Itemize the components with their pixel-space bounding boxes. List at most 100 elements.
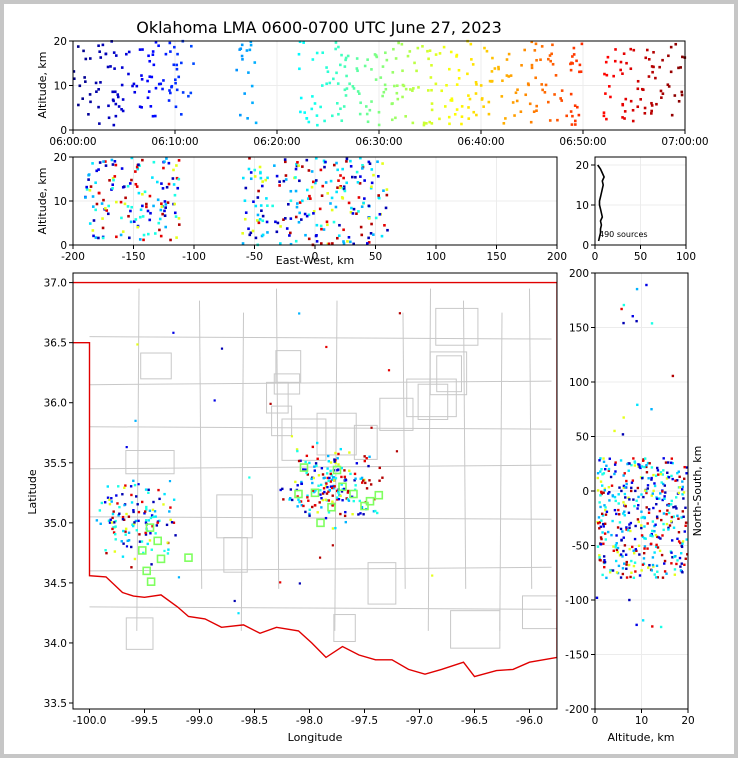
time-height-point: [148, 75, 152, 78]
plan-view-point: [299, 500, 303, 503]
altitude-ns-point: [672, 515, 675, 518]
ew-altitude-point: [359, 156, 362, 160]
plan-view-point: [127, 531, 131, 534]
altitude-ns-point: [658, 497, 661, 500]
histogram-x-tick-label: 0: [592, 251, 599, 263]
plan-view-point: [172, 498, 176, 501]
altitude-ns-point: [646, 484, 650, 487]
altitude-ns-point: [672, 506, 675, 509]
altitude-ns-point: [640, 524, 643, 527]
time-height-point: [514, 91, 518, 95]
time-height-point: [189, 44, 193, 48]
time-height-point: [181, 91, 185, 94]
time-height-point: [606, 55, 610, 59]
altitude-ns-y-tick-label: -150: [565, 650, 589, 662]
plan-view-point: [121, 515, 125, 519]
plan-view-point: [116, 502, 119, 505]
altitude-ns-point: [606, 492, 610, 495]
altitude-ns-point: [599, 543, 603, 546]
time-height-point: [530, 66, 534, 70]
altitude-ns-xticks: 0 10 20: [592, 709, 695, 727]
ew-altitude-point: [128, 236, 131, 240]
plan-view-point: [339, 512, 342, 516]
ew-altitude-point: [327, 242, 331, 246]
time-height-point: [475, 83, 478, 86]
time-height-point: [97, 44, 100, 48]
plan-view-point: [327, 499, 331, 502]
ew-altitude-point: [296, 161, 299, 164]
altitude-ns-point: [619, 576, 623, 579]
time-height-point: [455, 53, 459, 57]
plan-view-point: [269, 402, 272, 405]
ew-altitude-point: [148, 218, 152, 222]
ew-altitude-point: [163, 209, 166, 213]
plan-view-point: [331, 494, 334, 497]
ew-altitude-point: [161, 212, 164, 216]
plan-view-point: [130, 501, 134, 504]
ew-altitude-point: [97, 236, 100, 240]
ew-altitude-point: [243, 217, 247, 221]
time-height-point: [574, 123, 577, 126]
time-height-x-tick-label: 06:10:00: [151, 136, 198, 148]
plan-view-point: [121, 555, 125, 558]
altitude-ns-point: [668, 524, 672, 527]
time-height-point: [377, 110, 381, 114]
time-height-point: [112, 99, 115, 103]
time-height-point: [99, 81, 102, 84]
altitude-ns-point: [643, 465, 646, 469]
ew-altitude-point: [359, 225, 363, 229]
plan-view-point: [163, 549, 166, 553]
plan-view-point: [290, 435, 294, 438]
plan-view-point: [354, 477, 357, 480]
altitude-ns-point: [635, 499, 638, 502]
time-height-point: [328, 81, 332, 85]
ew-altitude-point: [91, 195, 95, 198]
altitude-ns-point: [655, 564, 659, 568]
time-height-point: [94, 81, 98, 85]
plan-view-point: [137, 510, 141, 514]
time-height-point: [390, 118, 394, 122]
time-height-point: [299, 96, 303, 100]
time-height-point: [247, 71, 250, 74]
time-height-point: [109, 65, 112, 68]
time-height-point: [117, 105, 121, 108]
county-line: [89, 566, 552, 572]
plan-view-point: [320, 506, 323, 509]
ew-altitude-point: [115, 200, 118, 204]
plan-view-point: [327, 511, 331, 514]
ew-altitude-point: [158, 228, 161, 232]
time-height-point: [406, 54, 410, 58]
plan-view-point: [109, 518, 112, 521]
ew-altitude-point: [385, 193, 389, 197]
ew-altitude-point: [354, 175, 357, 179]
ew-altitude-point: [127, 214, 130, 218]
plan-view-point: [296, 505, 299, 508]
time-height-point: [490, 70, 494, 73]
ew-altitude-point: [289, 242, 293, 246]
altitude-ns-point: [605, 510, 609, 513]
ew-altitude-point: [104, 164, 108, 167]
time-height-point: [253, 61, 257, 64]
ew-altitude-xticks: -200 -150 -100 -50 0 50 100 150 200: [61, 245, 567, 263]
ew-altitude-point: [137, 191, 141, 195]
altitude-ns-point: [627, 496, 630, 499]
time-height-point: [681, 55, 684, 59]
ew-altitude-point: [378, 212, 382, 216]
time-height-point: [316, 123, 319, 127]
altitude-ns-point: [663, 559, 667, 563]
ew-altitude-point: [314, 156, 318, 160]
plan-view-point: [138, 533, 141, 536]
altitude-ns-point: [655, 502, 658, 506]
altitude-ns-point: [598, 554, 601, 557]
altitude-ns-point: [603, 532, 607, 535]
altitude-ns-point: [627, 511, 631, 514]
county-line: [89, 426, 552, 430]
ew-altitude-point: [258, 218, 262, 221]
altitude-ns-point: [596, 545, 600, 548]
time-height-point: [169, 50, 172, 53]
altitude-ns-point: [634, 570, 637, 573]
time-height-point: [539, 58, 542, 62]
altitude-ns-point: [678, 486, 681, 489]
altitude-ns-point: [632, 549, 635, 552]
altitude-ns-point: [621, 555, 624, 558]
